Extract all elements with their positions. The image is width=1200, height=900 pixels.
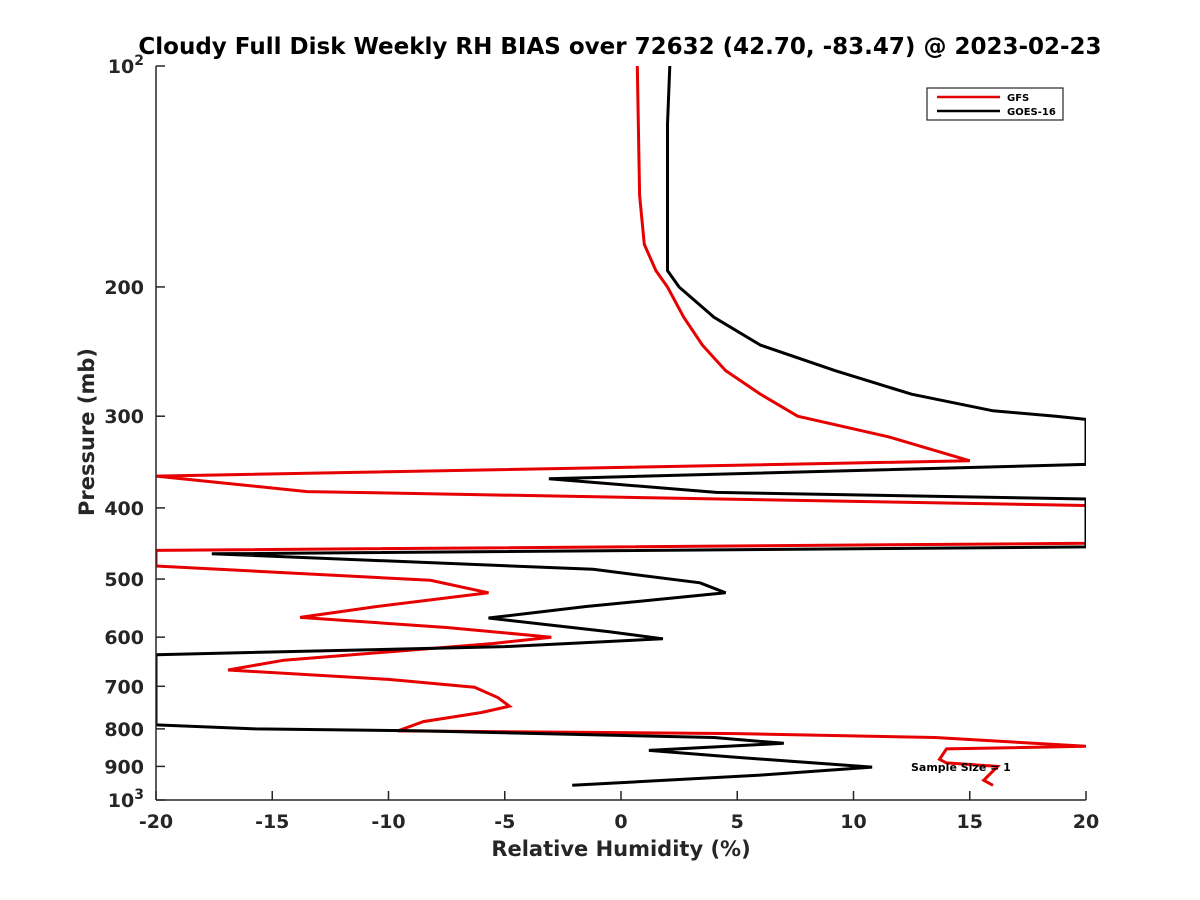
y-tick-label: 600 <box>104 627 144 649</box>
x-tick-label: 15 <box>957 811 983 833</box>
y-tick-label: 500 <box>104 569 144 591</box>
axes <box>155 65 1087 801</box>
x-tick-label: 10 <box>840 811 866 833</box>
x-tick-label: -5 <box>494 811 515 833</box>
legend: GFS GOES-16 <box>926 87 1064 121</box>
y-tick-label: 400 <box>104 498 144 520</box>
x-tick-label: 20 <box>1073 811 1099 833</box>
x-tick-label: 0 <box>614 811 627 833</box>
legend-box <box>926 87 1064 121</box>
y-tick-label: 300 <box>104 406 144 428</box>
x-tick-label: -20 <box>139 811 173 833</box>
y-tick-labels: 102 200 300 400 500 600 700 800 900 103 <box>104 53 144 812</box>
chart-title: Cloudy Full Disk Weekly RH BIAS over 726… <box>138 34 1101 60</box>
series-line-goes16 <box>156 66 1086 787</box>
y-axis-label: Pressure (mb) <box>75 348 99 516</box>
x-tick-label: -15 <box>255 811 289 833</box>
legend-label-goes16: GOES-16 <box>1007 107 1056 118</box>
series-layer <box>156 66 1086 787</box>
x-tick-label: 5 <box>731 811 744 833</box>
legend-label-gfs: GFS <box>1007 93 1029 104</box>
y-tick-label: 103 <box>108 787 144 812</box>
x-axis-label: Relative Humidity (%) <box>491 837 750 861</box>
y-tick-label: 200 <box>104 277 144 299</box>
y-tick-label: 102 <box>108 53 144 78</box>
sample-size-annotation: Sample Size = 1 <box>911 761 1011 774</box>
x-tick-label: -10 <box>371 811 405 833</box>
y-tick-label: 800 <box>104 719 144 741</box>
y-tick-label: 700 <box>104 676 144 698</box>
y-tick-label: 900 <box>104 756 144 778</box>
x-tick-labels: -20 -15 -10 -5 0 5 10 15 20 <box>139 811 1099 833</box>
series-line-gfs <box>156 66 1086 787</box>
